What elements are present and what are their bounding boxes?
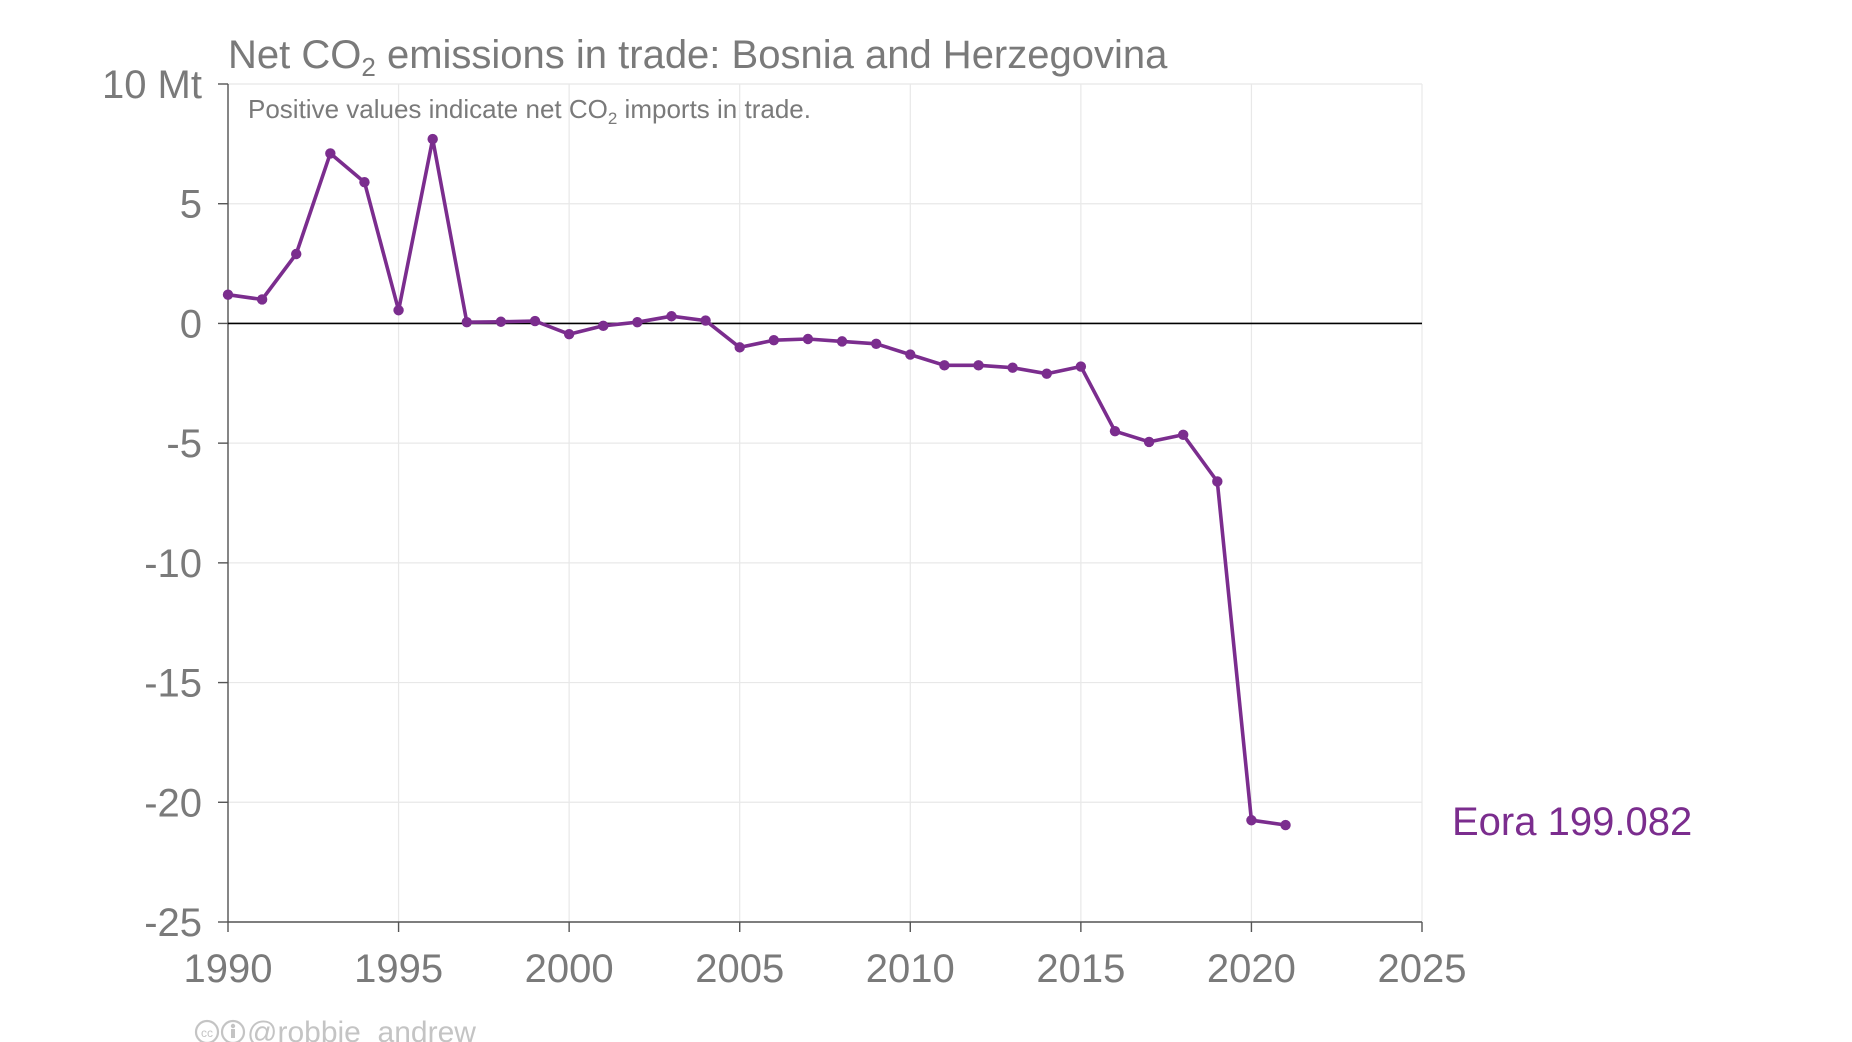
data-point (666, 311, 677, 322)
xtick-label: 2015 (1036, 947, 1125, 991)
data-point (1280, 819, 1291, 831)
data-point (1075, 361, 1087, 372)
data-point (427, 133, 438, 145)
xtick-label: 1990 (184, 947, 273, 991)
data-point (836, 336, 848, 347)
xtick-label: 2010 (866, 947, 955, 991)
ytick-label: -5 (166, 422, 202, 466)
data-point (632, 317, 643, 328)
series-layer (222, 133, 1291, 831)
series-label-eora: Eora 199.082 (1452, 800, 1692, 844)
data-point (1143, 436, 1155, 448)
ytick-label: 10 Mt (102, 63, 202, 107)
data-point (495, 316, 507, 327)
chart-title: Net CO2 emissions in trade: Bosnia and H… (228, 33, 1168, 82)
attribution-icon (220, 1019, 246, 1042)
data-point (973, 360, 984, 371)
data-point (256, 294, 268, 305)
ytick-label: -25 (144, 901, 202, 945)
data-point (529, 315, 541, 327)
ytick-label: 0 (180, 302, 202, 346)
xtick-label: 2005 (695, 947, 784, 991)
ytick-label: -20 (144, 781, 202, 825)
data-point (734, 342, 745, 353)
data-point (1041, 368, 1052, 379)
data-point (359, 176, 370, 188)
data-point (222, 289, 234, 300)
data-point (870, 338, 882, 349)
series-line-eora (227, 137, 1286, 827)
data-point (598, 320, 609, 332)
data-point (393, 305, 404, 316)
credit-handle: @robbie_andrew (247, 1016, 476, 1042)
data-point (700, 315, 711, 326)
data-point (461, 317, 472, 328)
xtick-label: 2000 (525, 947, 614, 991)
xtick-label: 2020 (1207, 947, 1296, 991)
ytick-label: 5 (180, 183, 202, 227)
ytick-label: -10 (144, 542, 202, 586)
ytick-label: -15 (144, 662, 202, 706)
data-point (1246, 815, 1257, 826)
data-point (1007, 362, 1018, 373)
data-point (1178, 429, 1189, 440)
axes (218, 83, 1423, 932)
xtick-label: 2025 (1378, 947, 1467, 991)
data-point (563, 329, 575, 340)
credit: cc @robbie_andrew (194, 1016, 476, 1042)
data-point (1212, 476, 1223, 487)
grid (227, 83, 1423, 923)
svg-text:cc: cc (201, 1026, 213, 1040)
chart-subtitle: Positive values indicate net CO2 imports… (248, 94, 811, 128)
xtick-label: 1995 (354, 947, 443, 991)
creative-commons-icon: cc (194, 1019, 220, 1042)
data-point (905, 349, 916, 360)
data-point (768, 334, 780, 346)
data-point (1109, 425, 1121, 437)
data-point (325, 148, 336, 159)
data-point (939, 360, 950, 371)
data-point (802, 333, 814, 345)
data-point (291, 248, 302, 260)
